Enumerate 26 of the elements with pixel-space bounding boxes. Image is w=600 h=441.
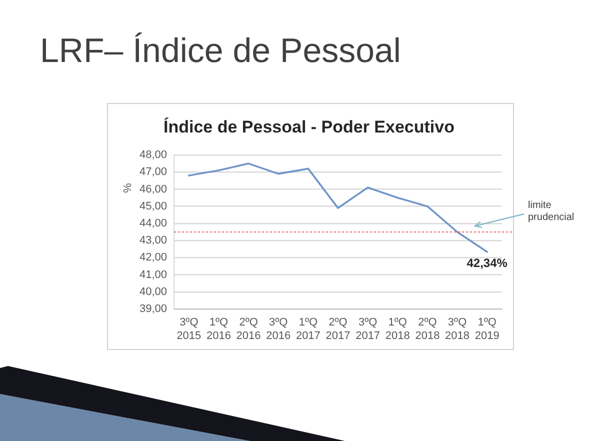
x-tick-label: 1ºQ 2017 xyxy=(296,316,320,342)
y-tick-label: 46,00 xyxy=(139,183,167,196)
y-tick-label: 42,00 xyxy=(139,252,167,264)
x-tick-label: 3ºQ 2016 xyxy=(266,316,291,342)
ref-line-label: limite prudencial xyxy=(528,200,574,223)
x-tick-label: 1ºQ 2018 xyxy=(385,316,410,342)
x-tick-label: 2ºQ 2018 xyxy=(415,316,440,342)
x-tick-label: 2ºQ 2016 xyxy=(236,316,261,342)
y-tick-label: 41,00 xyxy=(139,268,167,281)
x-tick-label: 1ºQ 2019 xyxy=(474,316,500,342)
x-tick-label: 3ºQ 2017 xyxy=(356,316,380,342)
x-tick-label: 2ºQ 2017 xyxy=(326,316,350,342)
y-tick-label: 45,00 xyxy=(139,200,167,212)
y-tick-label: 40,00 xyxy=(139,286,167,298)
y-tick-label: 43,00 xyxy=(139,234,167,247)
x-tick-label: 3ºQ 2015 xyxy=(176,316,202,342)
chart-subtitle: Índice de Pessoal - Poder Executivo xyxy=(164,116,454,137)
x-tick-label: 3ºQ 2018 xyxy=(445,316,470,342)
y-axis-title: % xyxy=(122,182,134,193)
y-tick-label: 48,00 xyxy=(139,149,167,162)
y-tick-label: 44,00 xyxy=(139,217,167,230)
chart-title: LRF– Índice de Pessoal xyxy=(40,32,401,70)
y-tick-label: 47,00 xyxy=(139,166,167,178)
data-label: 42,34% xyxy=(466,256,508,270)
y-tick-label: 39,00 xyxy=(139,303,167,316)
x-tick-label: 1ºQ 2016 xyxy=(206,316,231,342)
